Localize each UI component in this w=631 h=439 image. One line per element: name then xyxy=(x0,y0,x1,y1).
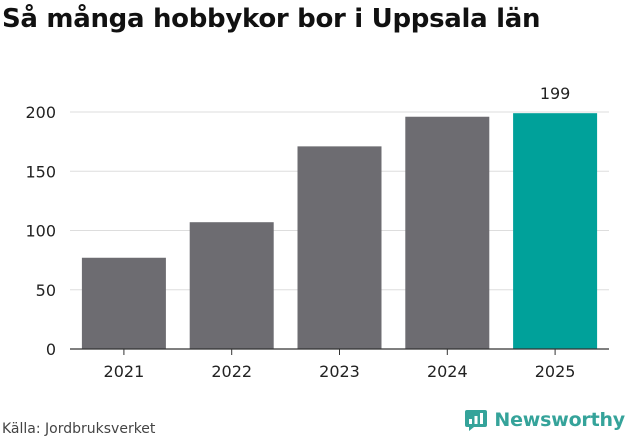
y-tick-label: 100 xyxy=(25,222,56,241)
data-label: 199 xyxy=(540,84,571,103)
x-tick-label: 2023 xyxy=(319,362,360,381)
bars xyxy=(81,113,598,350)
x-tick-label: 2021 xyxy=(104,362,145,381)
brand-name: Newsworthy xyxy=(494,409,625,431)
x-axis-ticks: 2021 2022 2023 2024 2025 xyxy=(104,349,576,381)
y-axis-ticks: 0 50 100 150 200 xyxy=(25,103,56,359)
bar-2021 xyxy=(81,257,166,349)
x-tick-label: 2025 xyxy=(535,362,576,381)
y-tick-label: 0 xyxy=(46,340,56,359)
y-tick-label: 50 xyxy=(36,281,56,300)
y-tick-label: 150 xyxy=(25,162,56,181)
brand-logo: Newsworthy xyxy=(464,408,625,432)
x-tick-label: 2022 xyxy=(211,362,252,381)
bar-2025 xyxy=(513,113,598,349)
y-tick-label: 200 xyxy=(25,103,56,122)
data-labels: 199 xyxy=(540,84,571,103)
bar-2024 xyxy=(405,116,490,350)
bar-2023 xyxy=(297,146,382,349)
newsworthy-logo-icon xyxy=(465,410,488,431)
bar-2022 xyxy=(189,222,274,349)
chart-title: Så många hobbykor bor i Uppsala län xyxy=(2,4,541,34)
x-tick-label: 2024 xyxy=(427,362,468,381)
source-note: Källa: Jordbruksverket xyxy=(2,421,156,437)
